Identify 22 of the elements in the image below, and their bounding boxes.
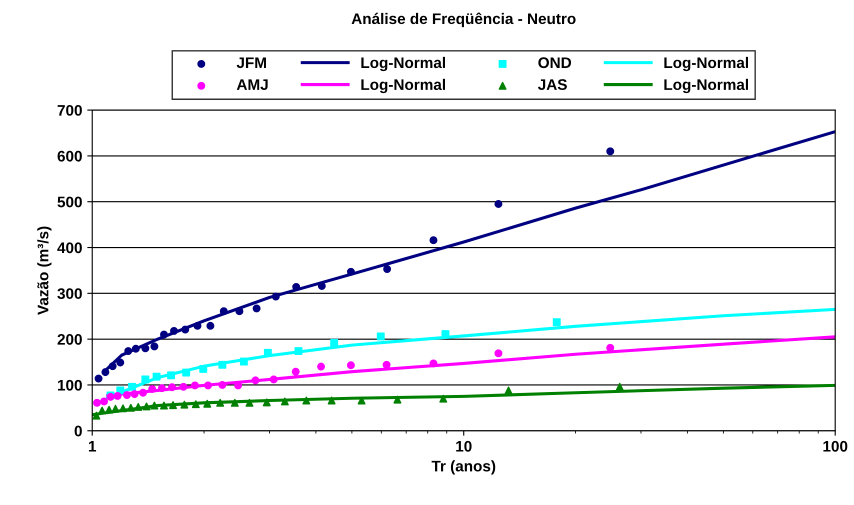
legend-label: JAS (538, 79, 567, 90)
y-tick-label: 400 (57, 242, 82, 254)
y-tick-label: 0 (74, 426, 82, 436)
y-tick-label: 100 (58, 380, 82, 391)
y-tick-label: 700 (58, 104, 82, 116)
y-axis-title: Vazão (m³/s) (37, 226, 52, 315)
legend-label: Log-Normal (664, 56, 748, 72)
legend-label: AMJ (236, 79, 268, 90)
legend-label: JFM (236, 57, 266, 68)
chart-title: Análise de Freqüência - Neutro (352, 12, 576, 28)
x-tick-label: 10 (456, 440, 472, 452)
legend-label: Log-Normal (361, 78, 445, 94)
x-axis-title: Tr (anos) (432, 460, 496, 475)
y-tick-label: 600 (58, 150, 82, 162)
y-tick-label: 300 (57, 288, 82, 300)
legend-label: OND (538, 57, 572, 68)
y-tick-label: 200 (58, 334, 82, 345)
legend-label: Log-Normal (361, 56, 445, 72)
y-tick-label: 500 (57, 196, 82, 208)
x-tick-label: 100 (823, 440, 848, 452)
x-tick-label: 1 (88, 441, 96, 452)
legend-label: Log-Normal (664, 78, 748, 94)
